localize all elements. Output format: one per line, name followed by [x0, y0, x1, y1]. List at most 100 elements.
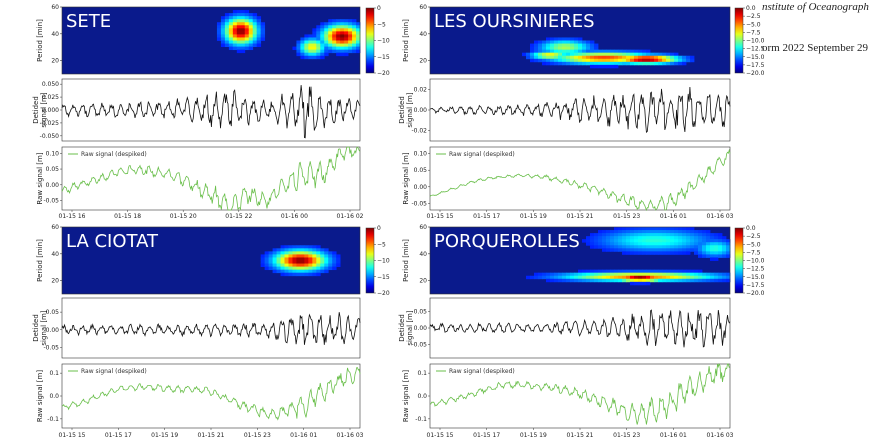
xtick-label: 01-15 17: [105, 432, 132, 439]
heatmap-cell: [562, 40, 567, 44]
heatmap-cell: [224, 31, 230, 35]
heatmap-cell: [312, 272, 317, 277]
heatmap-cell: [682, 251, 687, 255]
heatmap-cell: [578, 61, 583, 66]
heatmap-cell: [316, 25, 321, 29]
heatmap-cell: [650, 275, 655, 280]
heatmap-cell: [348, 19, 353, 23]
raw-ylabel: Raw signal [m]: [36, 370, 44, 422]
heatmap-cell: [594, 49, 599, 54]
heatmap-cell: [220, 16, 226, 20]
heatmap-cell: [606, 236, 611, 240]
heatmap-cell: [304, 248, 309, 252]
heatmap-cell: [606, 272, 611, 277]
heatmap-cell: [284, 260, 289, 264]
heatmap-cell: [324, 34, 329, 38]
heatmap-cell: [714, 257, 719, 261]
heatmap-cell: [550, 58, 555, 63]
heatmap-cell: [710, 233, 715, 237]
heatmap-cell: [236, 13, 242, 17]
heatmap-cell: [638, 248, 643, 252]
heatmap-cell: [284, 251, 289, 255]
heatmap-cell: [654, 239, 659, 243]
heatmap-cell: [236, 37, 242, 41]
heatmap-cell: [320, 260, 325, 264]
heatmap-cell: [634, 281, 639, 286]
heatmap-cell: [618, 275, 623, 280]
heatmap-cell: [352, 46, 357, 51]
heatmap-cell: [538, 43, 543, 47]
heatmap-cell: [300, 248, 305, 252]
heatmap-cell: [256, 16, 262, 20]
heatmap-cell: [276, 248, 281, 252]
heatmap-cell: [630, 248, 635, 252]
heatmap-cell: [288, 245, 293, 249]
heatmap-cell: [340, 19, 345, 23]
heatmap-cell: [220, 37, 226, 41]
heatmap-cell: [670, 269, 675, 274]
heatmap-cell: [590, 55, 595, 60]
heatmap-cell: [714, 245, 719, 249]
heatmap-cell: [630, 55, 635, 60]
heatmap-cell: [324, 260, 329, 264]
heatmap-cell: [678, 233, 683, 237]
heatmap-cell: [228, 25, 234, 29]
heatmap-cell: [694, 269, 699, 274]
heatmap-cell: [618, 272, 623, 277]
heatmap-ytick-label: 40: [419, 251, 427, 258]
heatmap-cell: [598, 269, 603, 274]
detided-ytick-label: 0.05: [414, 308, 428, 315]
heatmap-cell: [328, 257, 333, 261]
station-title: PORQUEROLLES: [434, 231, 580, 252]
heatmap-cell: [574, 52, 579, 57]
heatmap-cell: [686, 227, 691, 231]
heatmap-cell: [606, 64, 611, 69]
heatmap-cell: [614, 64, 619, 69]
heatmap-cell: [324, 254, 329, 258]
heatmap-cell: [332, 31, 337, 35]
heatmap-cell: [312, 269, 317, 274]
heatmap-cell: [328, 266, 333, 271]
heatmap-cell: [292, 260, 297, 264]
detided-ytick-label: 0.00: [414, 107, 428, 114]
heatmap-cell: [348, 43, 353, 47]
heatmap-cell: [220, 22, 226, 26]
heatmap-cell: [550, 275, 555, 280]
raw-ytick-label: 0.00: [46, 182, 60, 189]
heatmap-cell: [614, 239, 619, 243]
heatmap-cell: [670, 233, 675, 237]
heatmap-cell: [228, 22, 234, 26]
heatmap-cell: [670, 248, 675, 252]
heatmap-cell: [602, 52, 607, 57]
heatmap-cell: [260, 22, 266, 26]
detided-ylabel: Detided: [32, 96, 40, 124]
heatmap-cell: [694, 239, 699, 243]
heatmap-cell: [336, 19, 341, 23]
heatmap-cell: [280, 269, 285, 274]
heatmap-cell: [650, 58, 655, 63]
heatmap-cell: [678, 227, 683, 231]
heatmap-cell: [666, 275, 671, 280]
heatmap-cell: [244, 40, 250, 44]
heatmap-cell: [284, 257, 289, 261]
heatmap-cell: [574, 275, 579, 280]
heatmap-cell: [642, 251, 647, 255]
heatmap-cell: [272, 266, 277, 271]
heatmap-cell: [356, 22, 361, 26]
heatmap-cell: [666, 272, 671, 277]
heatmap-cell: [678, 236, 683, 240]
heatmap-cell: [240, 13, 246, 17]
heatmap-cell: [606, 269, 611, 274]
heatmap-cell: [654, 55, 659, 60]
heatmap-cell: [630, 49, 635, 54]
heatmap-cell: [658, 61, 663, 66]
heatmap-cell: [634, 251, 639, 255]
heatmap-cell: [590, 275, 595, 280]
heatmap-cell: [348, 40, 353, 44]
heatmap-cell: [706, 230, 711, 234]
heatmap-cell: [678, 251, 683, 255]
colorbar-tick-label: −10: [377, 258, 390, 265]
heatmap-cell: [232, 46, 238, 51]
heatmap-cell: [272, 254, 277, 258]
heatmap-cell: [678, 230, 683, 234]
